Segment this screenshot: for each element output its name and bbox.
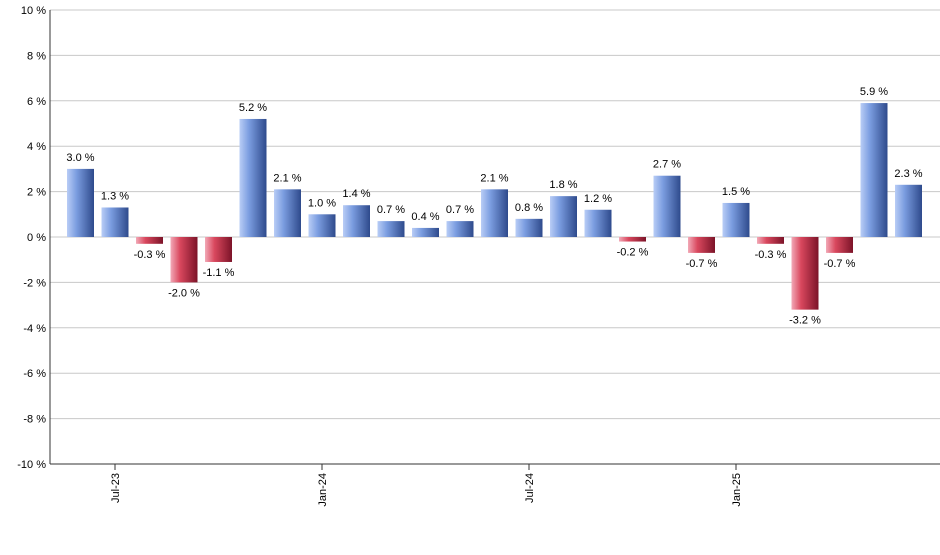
bar-value-label: 1.5 % xyxy=(722,186,750,198)
bar xyxy=(274,189,301,237)
bar xyxy=(205,237,232,262)
bar xyxy=(860,103,888,237)
y-tick-label: -8 % xyxy=(23,414,46,426)
y-tick-label: 10 % xyxy=(21,5,46,17)
bar-value-label: -0.7 % xyxy=(686,258,718,270)
y-tick-label: -2 % xyxy=(23,277,46,289)
bar xyxy=(239,118,267,237)
y-tick-label: -4 % xyxy=(23,323,46,335)
bar xyxy=(584,209,612,237)
x-tick-label: Jan-24 xyxy=(317,473,329,507)
bar-value-label: -3.2 % xyxy=(789,315,821,327)
bar xyxy=(377,221,405,237)
bar-value-label: -0.3 % xyxy=(755,249,787,261)
y-tick-label: 2 % xyxy=(27,187,46,199)
bar-value-label: 0.7 % xyxy=(446,204,474,216)
bar xyxy=(101,207,129,237)
bars xyxy=(67,103,922,310)
bar xyxy=(826,237,853,253)
bar xyxy=(67,168,94,237)
y-tick-label: 6 % xyxy=(27,96,46,108)
x-axis-tick-labels: Jul-23 Jan-24 Jul-24 Jan-25 xyxy=(110,464,743,507)
bar xyxy=(308,214,336,237)
axes xyxy=(49,10,940,465)
x-tick-label: Jul-24 xyxy=(524,473,536,503)
bar-value-label: 5.9 % xyxy=(860,86,888,98)
bar-value-label: 0.7 % xyxy=(377,204,405,216)
bar xyxy=(791,237,819,310)
bar-value-label: 1.0 % xyxy=(308,197,336,209)
x-tick-label: Jul-23 xyxy=(110,473,122,503)
bar-value-label: 5.2 % xyxy=(239,102,267,114)
bar-value-label: 2.3 % xyxy=(894,168,922,180)
bar xyxy=(722,202,750,237)
bar-value-label: 2.1 % xyxy=(273,172,301,184)
bar xyxy=(136,237,163,244)
bar xyxy=(515,218,543,237)
x-tick-label: Jan-25 xyxy=(731,473,743,507)
bar-value-label: 3.0 % xyxy=(66,152,94,164)
bar-value-label: 2.7 % xyxy=(653,159,681,171)
bar-value-label: -0.3 % xyxy=(134,249,166,261)
bar xyxy=(343,205,370,237)
bar-value-label: -1.1 % xyxy=(203,267,235,279)
bar-value-label: -2.0 % xyxy=(168,287,200,299)
bar-value-label: 0.4 % xyxy=(411,211,439,223)
bar-value-label: 2.1 % xyxy=(480,172,508,184)
bar-value-labels: 3.0 % 1.3 % -0.3 % -2.0 %-1.1 % 5.2 % 2.1 % 1.… xyxy=(66,86,922,327)
y-tick-label: -6 % xyxy=(23,368,46,380)
bar-value-label: 1.3 % xyxy=(101,190,129,202)
y-tick-label: -10 % xyxy=(17,459,46,471)
y-tick-label: 0 % xyxy=(27,232,46,244)
bar-value-label: 0.8 % xyxy=(515,202,543,214)
bar-value-label: 1.8 % xyxy=(549,179,577,191)
bar xyxy=(688,237,715,253)
bar xyxy=(550,196,577,237)
y-axis-tick-labels: 10 % 8 % 6 % 4 % 2 % 0 % -2 % -4 % -6 % -8 % -10 % xyxy=(17,5,46,471)
bar xyxy=(757,237,784,244)
bar xyxy=(412,227,439,237)
bar xyxy=(170,237,198,283)
bar xyxy=(619,237,646,242)
bar-value-label: -0.7 % xyxy=(824,258,856,270)
bar xyxy=(481,189,508,237)
bar xyxy=(653,175,681,237)
bar-value-label: 1.4 % xyxy=(342,188,370,200)
y-tick-label: 4 % xyxy=(27,141,46,153)
bar-value-label: -0.2 % xyxy=(617,247,649,259)
y-tick-label: 8 % xyxy=(27,50,46,62)
bar xyxy=(895,184,922,237)
bar-value-label: 1.2 % xyxy=(584,193,612,205)
bar xyxy=(446,221,474,237)
